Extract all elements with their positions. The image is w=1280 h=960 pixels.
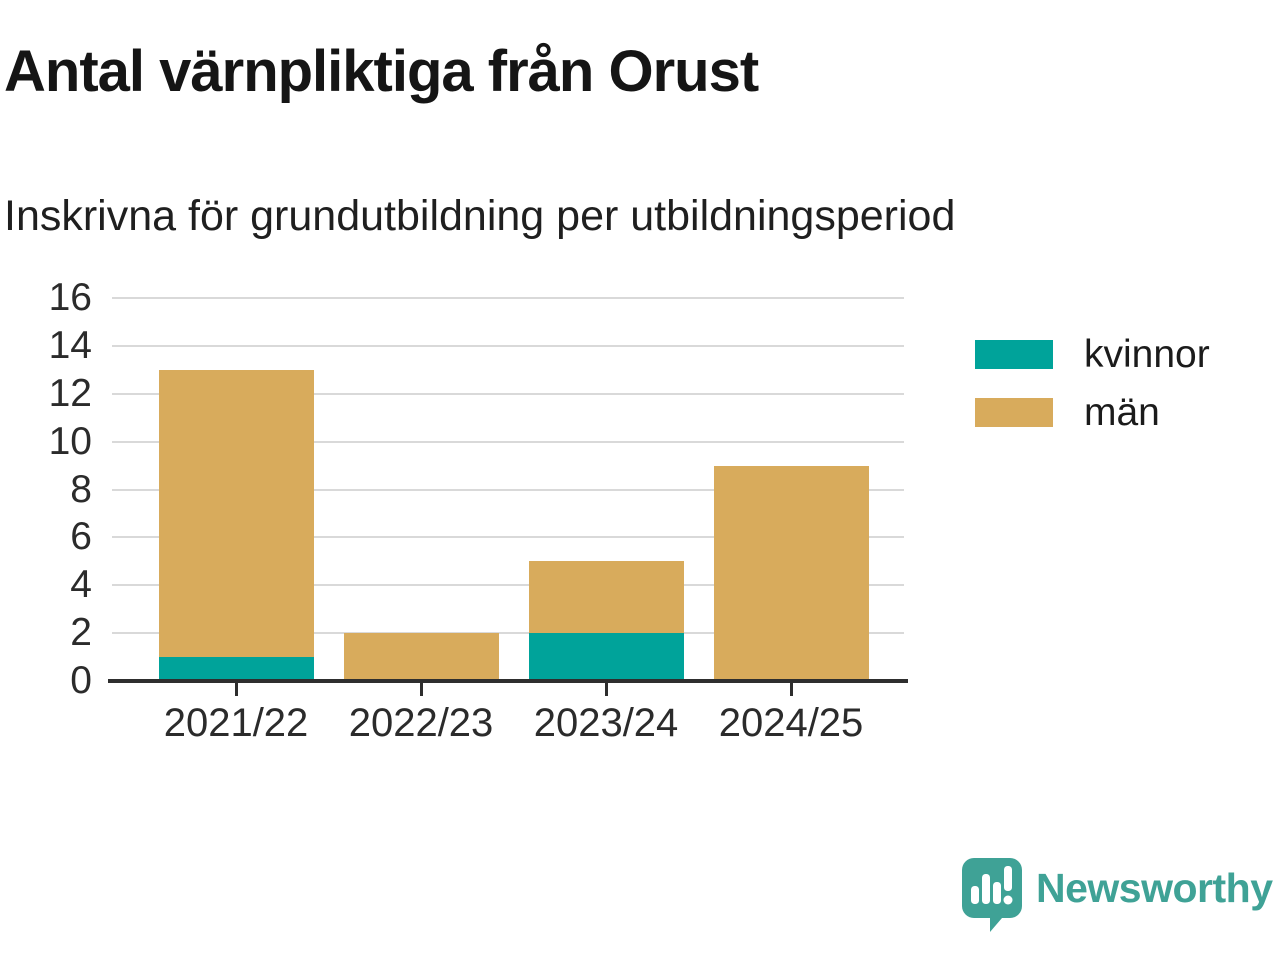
gridline-y-6 — [112, 536, 904, 539]
x-axis-tick — [419, 683, 423, 696]
gridline-y-4 — [112, 584, 904, 587]
legend-swatch-män — [975, 398, 1053, 427]
bar-segment-män-2024-25 — [713, 465, 869, 681]
legend-item-män: män — [975, 391, 1210, 434]
x-axis-line — [108, 679, 908, 683]
y-axis-label: 0 — [70, 659, 92, 702]
chart-subtitle: Inskrivna för grundutbildning per utbild… — [4, 192, 956, 240]
newsworthy-logo-icon — [962, 858, 1022, 932]
y-axis-label: 4 — [70, 563, 92, 607]
x-axis-tick — [234, 683, 238, 696]
y-axis-label: 2 — [70, 611, 92, 655]
x-axis-tick — [604, 683, 608, 696]
x-axis-label: 2023/24 — [533, 701, 679, 745]
y-axis-label: 12 — [48, 371, 92, 415]
bar-segment-män-2021-22 — [158, 369, 314, 658]
brand-footer: Newsworthy — [962, 858, 1273, 934]
legend: kvinnor män — [975, 333, 1210, 456]
chart-title: Antal värnpliktiga från Orust — [4, 39, 759, 104]
y-axis-label: 10 — [48, 419, 92, 463]
gridline-y-12 — [112, 392, 904, 395]
y-axis-label: 14 — [48, 323, 92, 367]
y-axis-label: 8 — [70, 467, 92, 511]
legend-swatch-kvinnor — [975, 340, 1053, 369]
x-axis-label: 2024/25 — [718, 701, 864, 745]
y-axis-label: 16 — [48, 276, 92, 319]
gridline-y-8 — [112, 488, 904, 491]
x-axis-tick — [789, 683, 793, 696]
bar-segment-kvinnor-2021-22 — [158, 657, 314, 681]
y-axis-label: 6 — [70, 515, 92, 559]
gridline-y-10 — [112, 440, 904, 443]
bar-segment-män-2022-23 — [343, 633, 499, 681]
brand-name: Newsworthy — [1036, 865, 1273, 911]
bar-segment-kvinnor-2023-24 — [528, 633, 684, 681]
gridline-y-16 — [112, 297, 904, 299]
bar-segment-män-2023-24 — [528, 561, 684, 634]
legend-label: kvinnor — [1084, 332, 1210, 376]
gridline-y-14 — [112, 344, 904, 347]
legend-label: män — [1084, 390, 1160, 434]
legend-item-kvinnor: kvinnor — [975, 333, 1210, 376]
x-axis-label: 2021/22 — [163, 701, 309, 745]
gridline-y-2 — [112, 632, 904, 635]
x-axis-label: 2022/23 — [348, 701, 494, 745]
